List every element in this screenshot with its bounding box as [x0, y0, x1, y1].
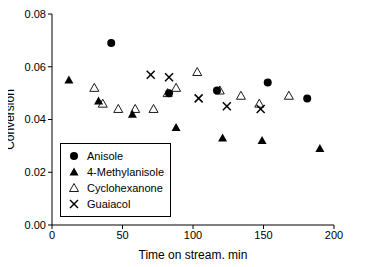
svg-text:0.04: 0.04	[25, 113, 46, 125]
svg-text:100: 100	[184, 229, 202, 241]
html-text:4-Methylanisole: 4-Methylanisole	[87, 166, 164, 178]
html-text:Guaiacol: Guaiacol	[87, 198, 131, 210]
svg-text:0.06: 0.06	[25, 61, 46, 73]
svg-text:50: 50	[116, 229, 128, 241]
svg-text:0.02: 0.02	[25, 166, 46, 178]
svg-text:0: 0	[49, 229, 55, 241]
svg-text:0.00: 0.00	[25, 219, 46, 231]
html-text:Cyclohexanone: Cyclohexanone	[87, 182, 163, 194]
html-text:Anisole: Anisole	[87, 150, 124, 162]
svg-text:Conversion: Conversion	[8, 89, 17, 150]
svg-text:200: 200	[325, 229, 343, 241]
svg-text:Time on stream, min: Time on stream, min	[139, 248, 248, 259]
svg-text:150: 150	[254, 229, 272, 241]
svg-text:0.08: 0.08	[25, 8, 46, 20]
